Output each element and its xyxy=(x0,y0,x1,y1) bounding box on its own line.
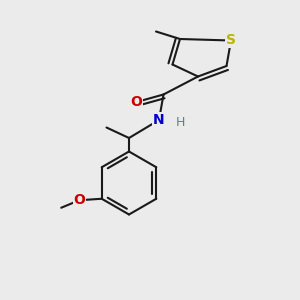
Text: O: O xyxy=(130,95,142,109)
Text: H: H xyxy=(175,116,185,130)
Text: S: S xyxy=(226,34,236,47)
Text: O: O xyxy=(73,193,85,207)
Text: N: N xyxy=(153,113,165,127)
